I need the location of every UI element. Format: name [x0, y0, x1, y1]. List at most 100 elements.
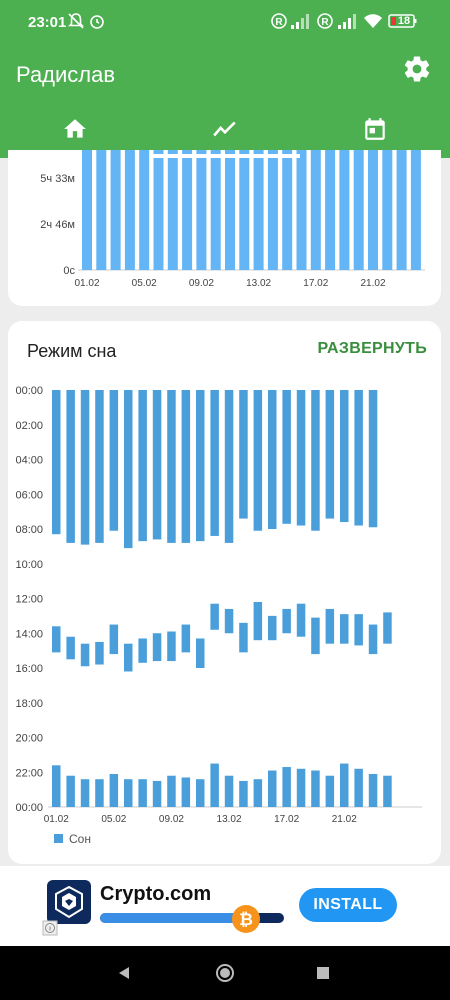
sleep-duration-chart: 0с 2ч 46м 5ч 33м 01.02 05.02 09.02 13.02 17.02 2… — [40, 150, 425, 289]
day-sleep-bar — [239, 622, 248, 653]
evening-sleep-bar — [296, 768, 306, 807]
evening-sleep-bar — [383, 775, 392, 807]
duration-bar — [182, 150, 193, 270]
tab-statistics[interactable] — [150, 100, 300, 158]
tab-home[interactable] — [0, 100, 150, 158]
recents-icon[interactable] — [316, 966, 330, 980]
legend-label: Сон — [69, 832, 91, 846]
tab-indicator — [150, 154, 300, 158]
evening-sleep-bar — [253, 779, 263, 807]
evening-sleep-bar — [340, 763, 349, 807]
system-navigation-bar — [0, 946, 450, 1000]
alarm-icon — [90, 15, 104, 29]
evening-sleep-bar — [152, 780, 162, 807]
duration-bar — [96, 150, 107, 270]
evening-sleep-bar — [95, 779, 104, 807]
gear-icon[interactable] — [402, 54, 432, 84]
y-tick-label: 10:00 — [15, 559, 43, 571]
day-sleep-bar — [383, 612, 392, 644]
evening-sleep-bar — [181, 777, 191, 807]
evening-sleep-bar — [268, 770, 277, 807]
install-button-label: INSTALL — [313, 896, 383, 913]
day-sleep-bar — [224, 608, 234, 634]
svg-text:₿: ₿ — [239, 910, 253, 929]
day-sleep-bar — [268, 615, 277, 641]
evening-sleep-bar — [282, 767, 291, 807]
x-tick-label: 05.02 — [101, 814, 126, 825]
duration-bar — [382, 150, 393, 270]
y-tick-label: 0с — [63, 265, 75, 277]
evening-sleep-bar — [368, 773, 378, 807]
signal-icon-2 — [338, 14, 356, 29]
day-sleep-bar — [52, 626, 61, 653]
duration-bar — [110, 150, 121, 270]
y-tick-label: 00:00 — [15, 385, 43, 397]
duration-bar — [267, 150, 278, 270]
trend-icon — [213, 121, 236, 137]
duration-bar — [196, 150, 207, 270]
install-button[interactable]: INSTALL — [299, 888, 397, 922]
sleep-duration-card: 0с 2ч 46м 5ч 33м 01.02 05.02 09.02 13.02 17.02 2… — [8, 150, 441, 306]
y-tick-label: 08:00 — [15, 524, 43, 536]
ad-info-icon[interactable] — [42, 920, 58, 936]
x-tick-label: 13.02 — [246, 278, 271, 289]
ad-banner[interactable]: Crypto.com ₿ INSTALL — [0, 866, 450, 946]
duration-bar — [368, 150, 378, 270]
night-sleep-bar — [66, 390, 75, 543]
wifi-icon — [364, 14, 382, 28]
evening-sleep-bar — [210, 763, 219, 807]
night-sleep-bar — [354, 390, 363, 526]
evening-sleep-bar — [354, 768, 363, 807]
x-tick-label: 21.02 — [332, 814, 357, 825]
day-sleep-bar — [152, 633, 162, 662]
sleep-schedule-card: Режим сна РАЗВЕРНУТЬ 00:00 02:00 04:00 06:0… — [8, 321, 441, 864]
duration-bar — [82, 150, 92, 270]
evening-sleep-bar — [224, 775, 234, 807]
back-icon[interactable] — [116, 965, 132, 981]
night-sleep-bar — [210, 390, 219, 536]
night-sleep-bar — [95, 390, 104, 543]
x-tick-label: 01.02 — [44, 814, 69, 825]
y-tick-label: 12:00 — [15, 594, 43, 606]
night-sleep-bar — [311, 390, 320, 531]
night-sleep-bar — [268, 390, 277, 529]
home-nav-icon[interactable] — [215, 963, 235, 983]
svg-text:R: R — [321, 17, 329, 28]
duration-bar — [225, 150, 235, 270]
evening-sleep-bar — [66, 775, 75, 807]
day-sleep-bar — [124, 643, 133, 672]
y-tick-label: 16:00 — [15, 663, 43, 675]
calendar-icon — [365, 118, 385, 140]
day-sleep-bar — [109, 624, 119, 655]
registered-icon: R — [271, 13, 287, 29]
day-sleep-bar — [80, 643, 90, 667]
battery-icon — [388, 14, 417, 28]
day-sleep-bar — [296, 603, 306, 637]
y-tick-label: 00:00 — [15, 802, 43, 814]
night-sleep-bar — [253, 390, 263, 531]
duration-bar — [396, 150, 407, 270]
day-sleep-bar — [340, 614, 349, 644]
duration-bar — [210, 150, 221, 270]
day-sleep-bar — [95, 641, 104, 665]
day-sleep-bar — [325, 608, 335, 644]
tab-calendar[interactable] — [300, 100, 450, 158]
crypto-logo-icon — [47, 880, 91, 924]
duration-bar — [124, 150, 135, 270]
x-tick-label: 21.02 — [360, 278, 385, 289]
duration-bar — [325, 150, 336, 270]
night-sleep-bar — [80, 390, 90, 545]
day-sleep-bar — [253, 601, 263, 641]
duration-bar — [296, 150, 307, 270]
night-sleep-bar — [282, 390, 291, 524]
y-tick-label: 06:00 — [15, 489, 43, 501]
status-time: 23:01 — [28, 14, 67, 31]
bitcoin-icon: ₿ — [232, 905, 260, 933]
legend-swatch — [54, 834, 63, 843]
expand-button[interactable]: РАЗВЕРНУТЬ — [317, 340, 427, 357]
night-sleep-bar — [368, 390, 378, 528]
evening-sleep-bar — [124, 779, 133, 807]
y-tick-label: 18:00 — [15, 698, 43, 710]
night-sleep-bar — [181, 390, 191, 543]
evening-sleep-bar — [52, 765, 61, 807]
